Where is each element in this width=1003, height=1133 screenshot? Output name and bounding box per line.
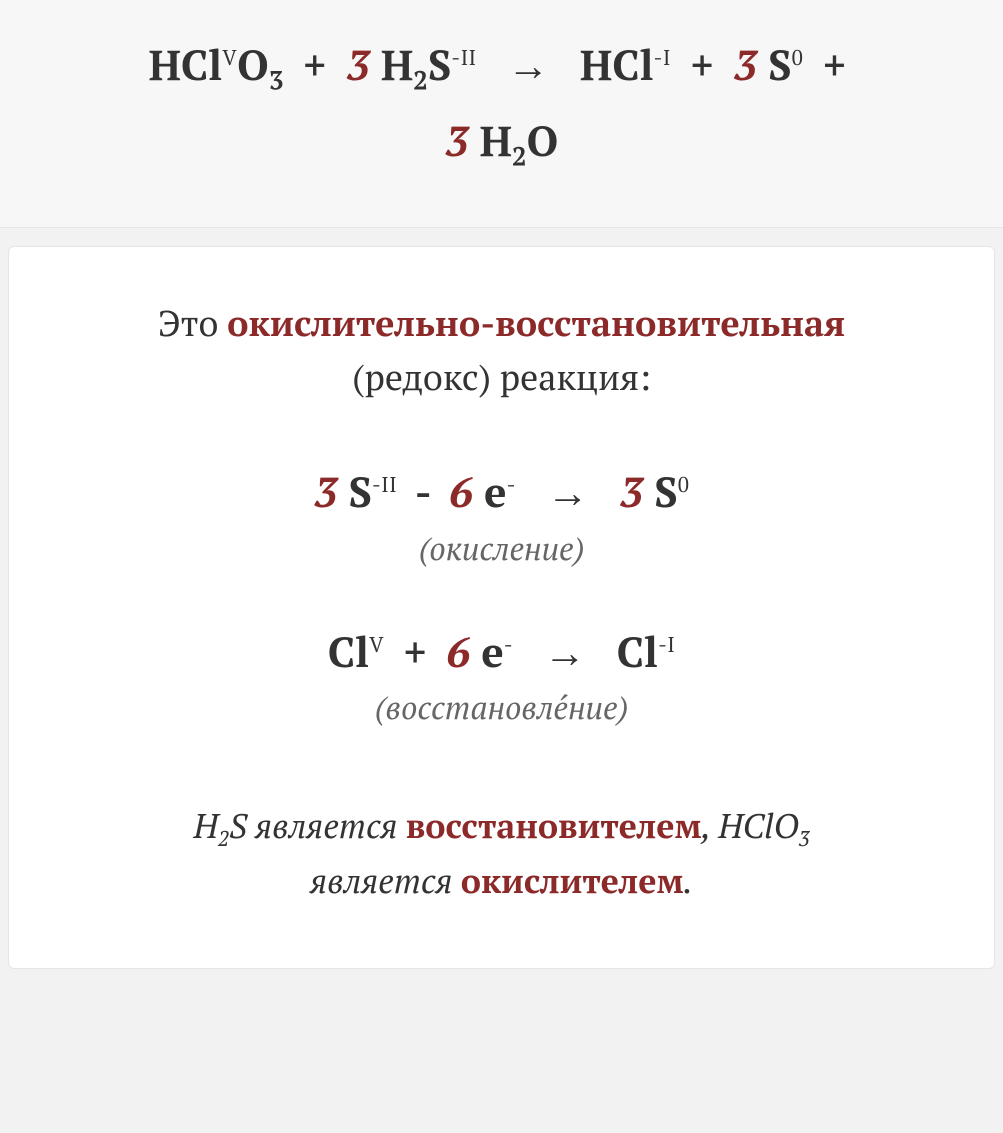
plus-sign: + — [395, 624, 435, 680]
product-1: HCl-I — [580, 37, 671, 93]
half-reaction-label: (окисление) — [49, 528, 954, 570]
subscript: 3 — [269, 63, 284, 97]
electron: e- — [484, 464, 516, 520]
reactant-1: HClVO3 — [149, 37, 284, 93]
summary-species-2: HClO3 — [718, 803, 809, 848]
period: . — [684, 858, 693, 903]
main-equation: HClVO3 + 3 H2S-II → HCl-I + 3 S0 + 3 H2O — [30, 28, 973, 179]
ox-state: -II — [451, 44, 476, 72]
plus-sign: + — [815, 37, 855, 93]
half-reaction-reduction: ClV + 6 e- → Cl-I (восстановле́ние) — [49, 625, 954, 730]
species: Cl — [328, 624, 369, 680]
coefficient: 3 — [733, 37, 757, 93]
ox-state: -I — [654, 44, 671, 72]
plus-sign: + — [295, 37, 335, 93]
half-reaction-oxidation: 3 S-II - 6 e- → 3 S0 (окисление) — [49, 465, 954, 570]
coefficient: 3 — [445, 113, 469, 169]
summary-verb-2: является — [310, 858, 461, 903]
species: S — [348, 464, 371, 520]
separator: , — [702, 803, 719, 848]
plus-sign: + — [682, 37, 722, 93]
intro-suffix: (редокс) реакция: — [352, 354, 651, 401]
summary-species-1: H2S — [193, 803, 246, 848]
intro-text: Это окислительно-восстановительная (редо… — [49, 297, 954, 405]
reactant-2: H2S-II — [381, 37, 477, 93]
product-3: H2O — [480, 113, 559, 169]
ox-state: -I — [658, 631, 675, 659]
half-reaction-equation: 3 S-II - 6 e- → 3 S0 — [49, 465, 954, 520]
coefficient: 3 — [346, 37, 370, 93]
summary-verb: является — [247, 803, 406, 848]
coefficient: 6 — [446, 624, 470, 680]
subscript: 2 — [512, 139, 527, 173]
explanation-card: Это окислительно-восстановительная (редо… — [8, 246, 995, 969]
intro-prefix: Это — [158, 300, 227, 347]
role-oxidizer: окислителем — [461, 858, 684, 903]
coefficient: 3 — [314, 464, 338, 520]
arrow-icon: → — [488, 37, 569, 93]
species: Cl — [617, 624, 658, 680]
ox-state: V — [369, 631, 384, 659]
half-reaction-equation: ClV + 6 e- → Cl-I — [49, 625, 954, 680]
half-reaction-label: (восстановле́ние) — [49, 687, 954, 729]
coefficient: 3 — [619, 464, 643, 520]
role-reducer: восстановителем — [406, 803, 702, 848]
main-equation-panel: HClVO3 + 3 H2S-II → HCl-I + 3 S0 + 3 H2O — [0, 0, 1003, 228]
electron: e- — [481, 624, 513, 680]
arrow-icon: → — [527, 464, 608, 520]
coefficient: 6 — [449, 464, 473, 520]
species: S — [654, 464, 677, 520]
ox-state: -II — [372, 471, 397, 499]
subscript: 2 — [413, 63, 428, 97]
arrow-icon: → — [525, 624, 606, 680]
ox-state: V — [222, 44, 237, 72]
minus-sign: - — [408, 464, 437, 520]
summary-text: H2S является восстановителем, HClO3 явля… — [49, 799, 954, 908]
product-2: S0 — [768, 37, 803, 93]
ox-state: 0 — [792, 44, 804, 72]
ox-state: 0 — [678, 471, 690, 499]
redox-keyword: окислительно-восстановительная — [227, 300, 845, 347]
